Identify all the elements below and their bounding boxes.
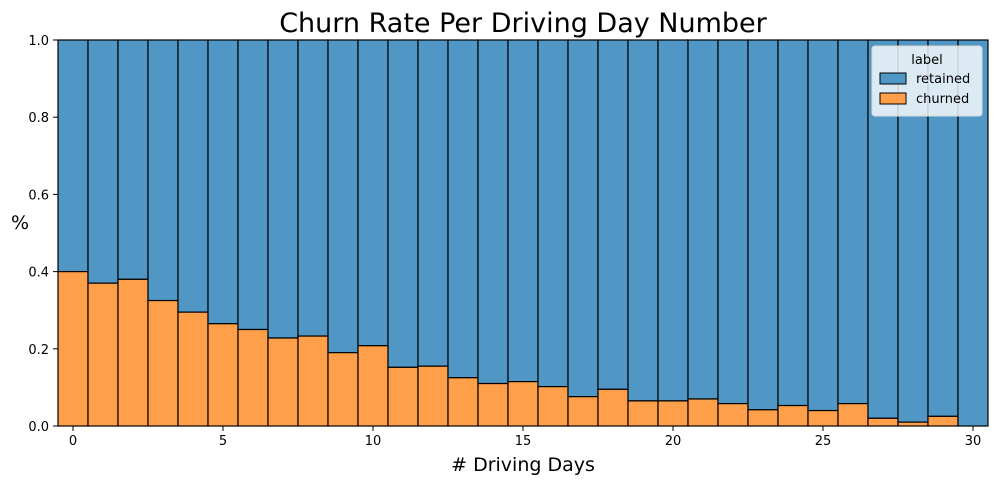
bar-retained bbox=[297, 39, 329, 337]
bar-churned bbox=[567, 396, 599, 427]
y-tick-label: 0.6 bbox=[28, 188, 49, 203]
bar-retained bbox=[507, 39, 539, 383]
bar-churned bbox=[387, 366, 419, 427]
y-tick-label: 0.2 bbox=[28, 343, 49, 358]
bar-churned bbox=[267, 337, 299, 427]
bar-churned bbox=[327, 352, 359, 427]
legend-title: label bbox=[911, 53, 942, 68]
bar-churned bbox=[657, 400, 689, 427]
y-axis: 0.0 0.2 0.4 0.6 0.8 1.0 bbox=[28, 34, 58, 435]
bar-churned bbox=[867, 417, 899, 427]
bar-churned bbox=[777, 404, 809, 427]
x-tick-label: 0 bbox=[69, 434, 77, 449]
x-tick-label: 20 bbox=[665, 434, 682, 449]
legend-swatch-retained bbox=[879, 72, 907, 85]
x-tick-label: 5 bbox=[219, 434, 227, 449]
legend-swatch-churned bbox=[879, 92, 907, 105]
bar-churned bbox=[537, 386, 569, 427]
y-tick-label: 0.8 bbox=[28, 111, 49, 126]
chart-title: Churn Rate Per Driving Day Number bbox=[279, 8, 767, 39]
x-axis: 0 5 10 15 20 25 30 bbox=[69, 426, 981, 449]
y-tick-label: 0.4 bbox=[28, 266, 49, 281]
legend-label-churned: churned bbox=[916, 92, 969, 107]
bar-retained bbox=[657, 39, 689, 402]
legend: label retained churned bbox=[871, 45, 983, 117]
bar-churned bbox=[237, 328, 269, 427]
bar-retained bbox=[537, 39, 569, 388]
bar-churned bbox=[717, 403, 749, 427]
y-tick-label: 1.0 bbox=[28, 34, 49, 49]
bar-retained bbox=[777, 39, 809, 407]
x-axis-title: # Driving Days bbox=[451, 454, 595, 476]
bar-retained bbox=[327, 39, 359, 354]
x-tick-label: 30 bbox=[965, 434, 982, 449]
bar-churned bbox=[927, 415, 959, 427]
bar-churned bbox=[687, 398, 719, 427]
bar-churned bbox=[897, 421, 929, 427]
bar-churned bbox=[837, 403, 869, 427]
bar-retained bbox=[87, 39, 119, 284]
bar-churned bbox=[507, 381, 539, 427]
bar-churned bbox=[207, 323, 239, 427]
bar-retained bbox=[387, 39, 419, 368]
bar-retained bbox=[717, 39, 749, 405]
bar-retained bbox=[117, 39, 149, 280]
bar-churned bbox=[177, 311, 209, 427]
bar-churned bbox=[147, 299, 179, 427]
bar-retained bbox=[807, 39, 839, 412]
x-tick-label: 10 bbox=[365, 434, 382, 449]
bar-retained bbox=[177, 39, 209, 313]
bar-retained bbox=[447, 39, 479, 379]
bar-churned bbox=[417, 365, 449, 427]
y-tick-label: 0.0 bbox=[28, 420, 49, 435]
bar-churned bbox=[117, 278, 149, 427]
bars-group bbox=[57, 39, 989, 427]
bar-retained bbox=[597, 39, 629, 390]
bar-churned bbox=[357, 345, 389, 427]
x-tick-label: 15 bbox=[515, 434, 532, 449]
bar-retained bbox=[207, 39, 239, 325]
bar-retained bbox=[837, 39, 869, 405]
bar-retained bbox=[357, 39, 389, 347]
bar-churned bbox=[447, 377, 479, 427]
bar-retained bbox=[477, 39, 509, 385]
bar-retained bbox=[417, 39, 449, 367]
bar-retained bbox=[237, 39, 269, 331]
legend-label-retained: retained bbox=[916, 72, 970, 87]
bar-retained bbox=[687, 39, 719, 400]
bar-churned bbox=[87, 282, 119, 427]
bar-churned bbox=[597, 388, 629, 427]
bar-retained bbox=[267, 39, 299, 339]
bar-retained bbox=[147, 39, 179, 302]
bar-churned bbox=[297, 335, 329, 427]
bar-churned bbox=[747, 409, 779, 427]
bar-retained bbox=[627, 39, 659, 402]
y-axis-title: % bbox=[11, 212, 29, 234]
bar-churned bbox=[627, 400, 659, 427]
x-tick-label: 25 bbox=[815, 434, 832, 449]
bar-churned bbox=[807, 409, 839, 427]
bar-retained bbox=[57, 39, 89, 273]
bar-retained bbox=[567, 39, 599, 398]
bar-churned bbox=[57, 271, 89, 427]
bar-churned bbox=[477, 382, 509, 427]
bar-retained bbox=[747, 39, 779, 411]
legend-items: retained churned bbox=[879, 72, 970, 107]
